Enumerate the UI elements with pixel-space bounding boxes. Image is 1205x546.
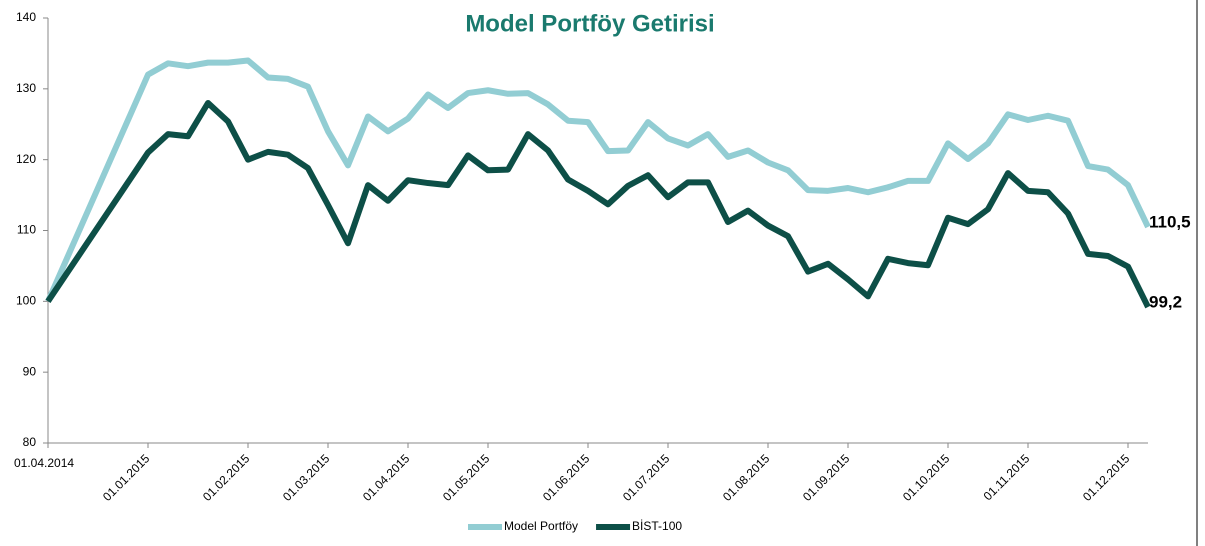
legend-label: BİST-100 (632, 519, 682, 533)
chart-title: Model Portföy Getirisi (465, 10, 714, 37)
legend-label: Model Portföy (504, 519, 578, 533)
y-tick-label: 120 (16, 152, 36, 166)
value-label: 99,2 (1149, 292, 1182, 311)
y-tick-label: 130 (16, 81, 36, 95)
x-tick-label: 01.04.2014 (14, 456, 74, 470)
value-label: 110,5 (1149, 212, 1191, 231)
series-line (45, 57, 1151, 303)
y-tick-label: 110 (17, 223, 36, 237)
y-tick-label: 90 (23, 364, 37, 378)
y-tick-label: 100 (16, 294, 36, 308)
y-tick-label: 140 (16, 10, 36, 24)
series-line (45, 100, 1151, 309)
y-tick-label: 80 (23, 435, 37, 449)
